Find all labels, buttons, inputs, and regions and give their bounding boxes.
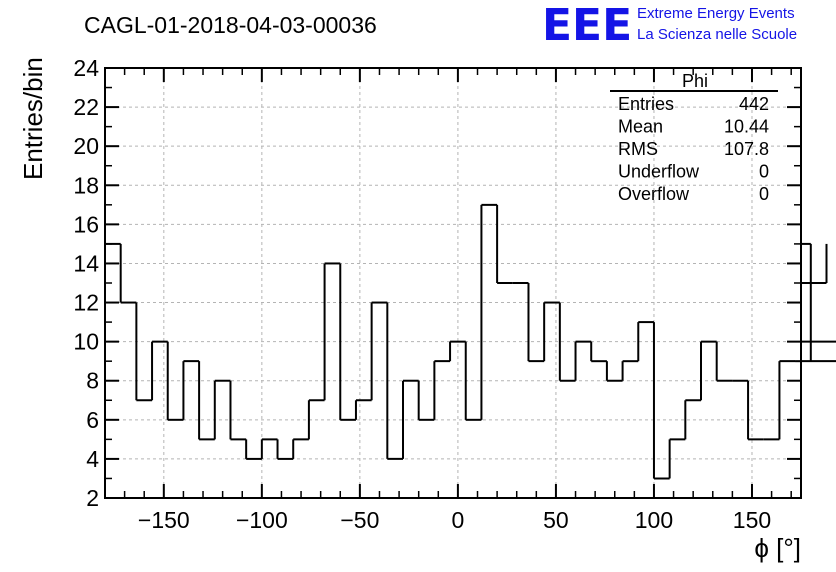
- histogram-bin: [668, 438, 686, 479]
- histogram-bin: [747, 380, 764, 441]
- chart-title: CAGL-01-2018-04-03-00036: [84, 12, 377, 38]
- histogram-bin: [637, 321, 654, 362]
- histogram-bin: [292, 438, 309, 459]
- stats-row-value: 0: [759, 184, 769, 204]
- histogram-bin: [684, 399, 702, 440]
- x-tick-label: −100: [236, 507, 288, 533]
- y-axis-label: Entries/bin: [18, 57, 48, 180]
- histogram-bin: [558, 302, 576, 382]
- stats-row-label: Mean: [618, 117, 663, 137]
- histogram-bin: [354, 399, 372, 420]
- stats-box: Phi Entries 442 Mean 10.44 RMS 107.8 Underflow…: [610, 71, 778, 204]
- histogram-bin: [198, 361, 215, 441]
- histogram-bin: [417, 380, 435, 421]
- stats-row-value: 0: [759, 162, 769, 182]
- histogram-bin: [715, 341, 733, 382]
- histogram-bin: [260, 438, 278, 459]
- histogram-bin: [605, 361, 623, 382]
- x-tick-label: 150: [733, 507, 771, 533]
- histogram-bin: [323, 262, 341, 401]
- histogram-bin: [449, 340, 466, 362]
- grid: [105, 68, 801, 498]
- histogram-bin: [229, 380, 247, 441]
- stats-row-value: 10.44: [724, 117, 769, 137]
- eee-logo-line1: Extreme Energy Events: [637, 5, 795, 22]
- histogram-bin: [621, 360, 639, 381]
- histogram-bin: [480, 203, 498, 420]
- histogram-bin: [801, 243, 828, 284]
- stats-row-value: 442: [739, 94, 769, 114]
- histogram-bin: [496, 204, 513, 284]
- histogram-bin: [402, 379, 419, 459]
- x-tick-label: −50: [340, 507, 379, 533]
- eee-logo-mark: EEE: [542, 0, 632, 51]
- histogram-bin: [464, 341, 482, 421]
- x-tick-label: 100: [635, 507, 673, 533]
- histogram-bin: [370, 301, 388, 401]
- x-tick-label: 0: [452, 507, 465, 533]
- histogram-bin: [801, 360, 836, 363]
- stats-rows: Entries 442 Mean 10.44 RMS 107.8 Underflow 0 Ove…: [618, 94, 769, 204]
- histogram-bins: [104, 203, 836, 498]
- stats-row-label: RMS: [618, 139, 658, 159]
- stats-row-label: Entries: [618, 94, 674, 114]
- y-tick-label: 12: [73, 290, 99, 316]
- histogram-bin: [652, 322, 670, 480]
- histogram-bin: [307, 399, 325, 440]
- histogram-bin: [778, 360, 796, 440]
- histogram-bin: [543, 301, 560, 362]
- axis-ticks: [105, 67, 801, 499]
- histogram-bin: [801, 340, 836, 343]
- y-tick-label: 2: [86, 485, 99, 511]
- y-tick-label: 6: [86, 407, 99, 433]
- eee-logo-line2: La Scienza nelle Scuole: [637, 26, 797, 43]
- histogram-bin: [213, 379, 231, 440]
- histogram-bin: [433, 360, 451, 420]
- y-tick-label: 8: [86, 368, 99, 394]
- stats-title: Phi: [682, 71, 708, 91]
- histogram-bin: [339, 263, 356, 421]
- histogram-bin: [119, 243, 137, 304]
- histogram-bin: [182, 360, 200, 420]
- y-tick-label: 10: [73, 329, 99, 355]
- histogram-bin: [276, 439, 294, 460]
- y-tick-label: 14: [73, 250, 99, 276]
- histogram-bin: [700, 340, 717, 401]
- plot-frame: [104, 67, 802, 499]
- stats-row-label: Underflow: [618, 162, 700, 182]
- stats-row-label: Overflow: [618, 184, 690, 204]
- y-tick-label: 20: [73, 133, 99, 159]
- histogram-bin: [801, 242, 812, 362]
- x-axis-label: ϕ [°]: [754, 533, 801, 563]
- histogram-bin: [245, 439, 262, 460]
- eee-logo: EEE Extreme Energy Events La Scienza nel…: [542, 0, 797, 51]
- histogram-bin: [574, 340, 592, 381]
- y-tick-label: 16: [73, 211, 99, 237]
- histogram-bin: [151, 340, 168, 401]
- histogram-bin: [386, 302, 404, 460]
- y-tick-label: 4: [86, 446, 99, 472]
- histogram-bin: [590, 341, 607, 363]
- stats-row-value: 107.8: [724, 139, 769, 159]
- histogram-bin: [527, 283, 545, 363]
- y-tick-label: 24: [73, 55, 99, 81]
- y-tick-label: 22: [73, 94, 99, 120]
- x-tick-label: 50: [543, 507, 569, 533]
- histogram-bin: [166, 341, 184, 421]
- x-tick-label: −150: [138, 507, 190, 533]
- histogram-bin: [135, 302, 153, 402]
- y-tick-label: 18: [73, 172, 99, 198]
